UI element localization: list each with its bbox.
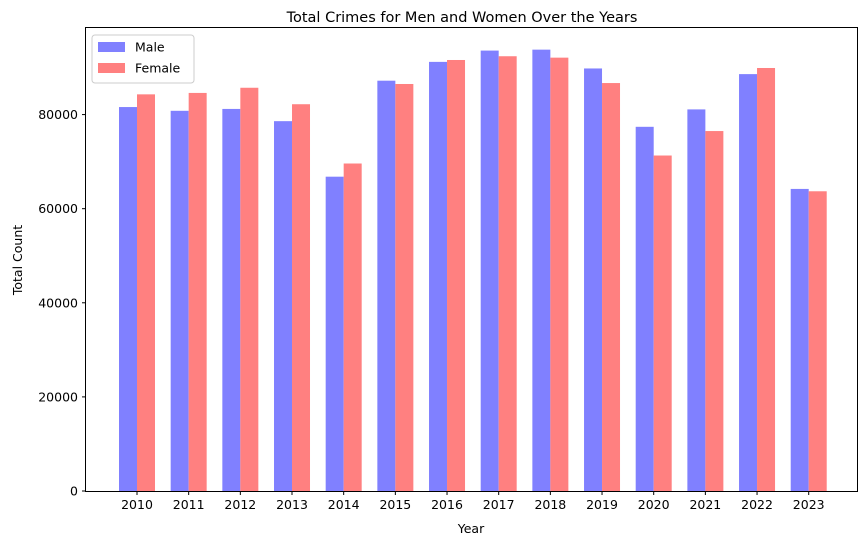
y-tick-label: 80000 [38, 107, 78, 122]
bar-male-2013 [274, 121, 293, 491]
x-tick-label: 2014 [328, 497, 360, 512]
bar-female-2021 [705, 131, 724, 492]
legend-swatch-female [98, 63, 125, 73]
bar-male-2018 [532, 49, 551, 491]
legend-label-female: Female [135, 61, 181, 76]
x-tick-label: 2021 [689, 497, 721, 512]
x-tick-label: 2013 [276, 497, 308, 512]
x-tick-label: 2012 [224, 497, 256, 512]
legend-label-male: Male [135, 40, 165, 55]
legend-swatch-male [98, 42, 125, 52]
x-tick-label: 2011 [173, 497, 205, 512]
bar-male-2016 [429, 61, 448, 491]
bar-female-2012 [240, 87, 259, 491]
y-tick-label: 40000 [38, 295, 78, 310]
x-axis-ticks: 2010 2011 2012 2013 2014 2015 2016 2017 2018 2019… [121, 491, 825, 512]
chart-title: Total Crimes for Men and Women Over the … [286, 10, 638, 26]
bar-female-2022 [757, 67, 776, 491]
plot-frame [85, 27, 858, 492]
bar-male-2023 [790, 188, 809, 492]
y-tick-label: 20000 [38, 389, 78, 404]
x-tick-label: 2019 [586, 497, 618, 512]
x-tick-label: 2017 [483, 497, 515, 512]
bar-female-2016 [447, 59, 466, 491]
bar-female-2011 [188, 92, 207, 492]
bars-layer [119, 49, 827, 492]
bar-male-2019 [584, 68, 603, 491]
bar-female-2019 [602, 83, 621, 492]
y-axis-label: Total Count [10, 225, 25, 296]
x-tick-label: 2010 [121, 497, 153, 512]
bar-female-2018 [550, 57, 569, 492]
bar-female-2013 [292, 104, 311, 491]
bar-male-2017 [480, 50, 499, 492]
bar-male-2020 [635, 126, 654, 491]
bar-female-2023 [808, 191, 827, 491]
bar-female-2020 [653, 155, 672, 491]
x-tick-label: 2016 [431, 497, 463, 512]
legend: Male Female [91, 34, 195, 84]
bar-male-2012 [222, 108, 241, 491]
bar-female-2017 [498, 56, 517, 491]
bar-female-2010 [137, 94, 155, 491]
bar-male-2011 [170, 110, 189, 491]
bar-male-2022 [739, 74, 758, 491]
x-axis-label: Year [457, 521, 485, 536]
y-tick-label: 0 [70, 484, 78, 499]
bar-female-2015 [395, 83, 414, 491]
bar-male-2010 [119, 107, 137, 492]
x-tick-label: 2015 [379, 497, 411, 512]
bar-male-2021 [687, 109, 706, 491]
bar-female-2014 [343, 163, 362, 491]
x-tick-label: 2020 [638, 497, 670, 512]
x-tick-label: 2022 [741, 497, 773, 512]
bar-male-2014 [325, 176, 344, 491]
bar-male-2015 [377, 80, 396, 491]
x-tick-label: 2023 [793, 497, 825, 512]
x-tick-label: 2018 [534, 497, 566, 512]
y-axis-ticks: 0 20000 40000 60000 80000 [38, 107, 86, 499]
y-tick-label: 60000 [38, 201, 78, 216]
